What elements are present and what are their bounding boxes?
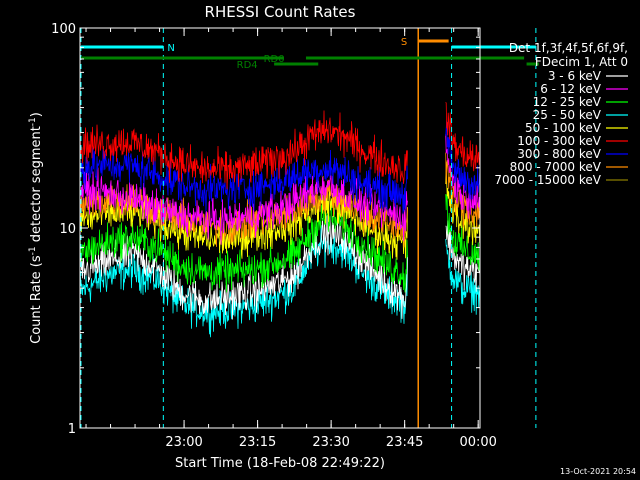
legend-header-attenuator: FDecim 1, Att 0 [535, 55, 628, 69]
chart-title: RHESSI Count Rates [205, 3, 356, 21]
status-bar-label-0: N [167, 43, 174, 54]
series-line-5-segment-1 [445, 102, 480, 172]
status-bar-label-4: RD4 [237, 60, 258, 71]
x-tick-label: 00:00 [459, 435, 496, 450]
y-axis-label: Count Rate (s-1 detector segment-1) [28, 112, 44, 344]
data-traces [80, 102, 480, 338]
x-tick-label: 23:00 [165, 435, 202, 450]
legend-header-detectors: Det 1f,3f,4f,5f,6f,9f, [509, 41, 628, 55]
x-tick-label: 23:15 [239, 435, 276, 450]
series-line-5-segment-0 [80, 110, 408, 190]
x-tick-label: 23:45 [386, 435, 423, 450]
legend-entry-label: 50 - 100 keV [525, 121, 602, 135]
y-tick-label: 10 [59, 222, 76, 237]
legend-entry-label: 800 - 7000 keV [510, 160, 602, 174]
status-bar-label-2: S [401, 37, 407, 48]
series-line-4-segment-1 [445, 161, 480, 246]
x-axis-label: Start Time (18-Feb-08 22:49:22) [175, 456, 385, 471]
series-line-7-segment-0 [80, 175, 408, 248]
legend-entry-label: 25 - 50 keV [533, 108, 602, 122]
series-line-6-segment-1 [445, 120, 480, 200]
footer-timestamp: 13-Oct-2021 20:54 [560, 467, 636, 476]
legend-entry-label: 6 - 12 keV [540, 82, 602, 96]
legend-entry-label: 3 - 6 keV [548, 69, 602, 83]
series-line-0-segment-0 [80, 213, 408, 320]
axes: 23:00 23:15 23:30 23:45 00:00 1 10 100 [51, 22, 497, 450]
series-line-2-segment-0 [80, 201, 408, 293]
series-line-0-segment-1 [445, 220, 480, 292]
series-line-6-segment-0 [80, 147, 408, 214]
series-line-1-segment-1 [445, 134, 480, 219]
y-tick-label: 1 [68, 422, 76, 437]
legend: Det 1f,3f,4f,5f,6f,9f, FDecim 1, Att 0 3… [494, 41, 628, 187]
legend-entry-label: 100 - 300 keV [517, 134, 601, 148]
legend-entry-label: 12 - 25 keV [533, 95, 602, 109]
x-tick-label: 23:30 [312, 435, 349, 450]
y-tick-label: 100 [51, 22, 76, 37]
legend-entry-label: 300 - 800 keV [517, 147, 601, 161]
series-line-7-segment-1 [445, 152, 480, 228]
status-bar-label-3: RD0 [264, 54, 285, 65]
series-line-3-segment-0 [80, 225, 408, 338]
legend-entry-label: 7000 - 15000 keV [494, 173, 601, 187]
